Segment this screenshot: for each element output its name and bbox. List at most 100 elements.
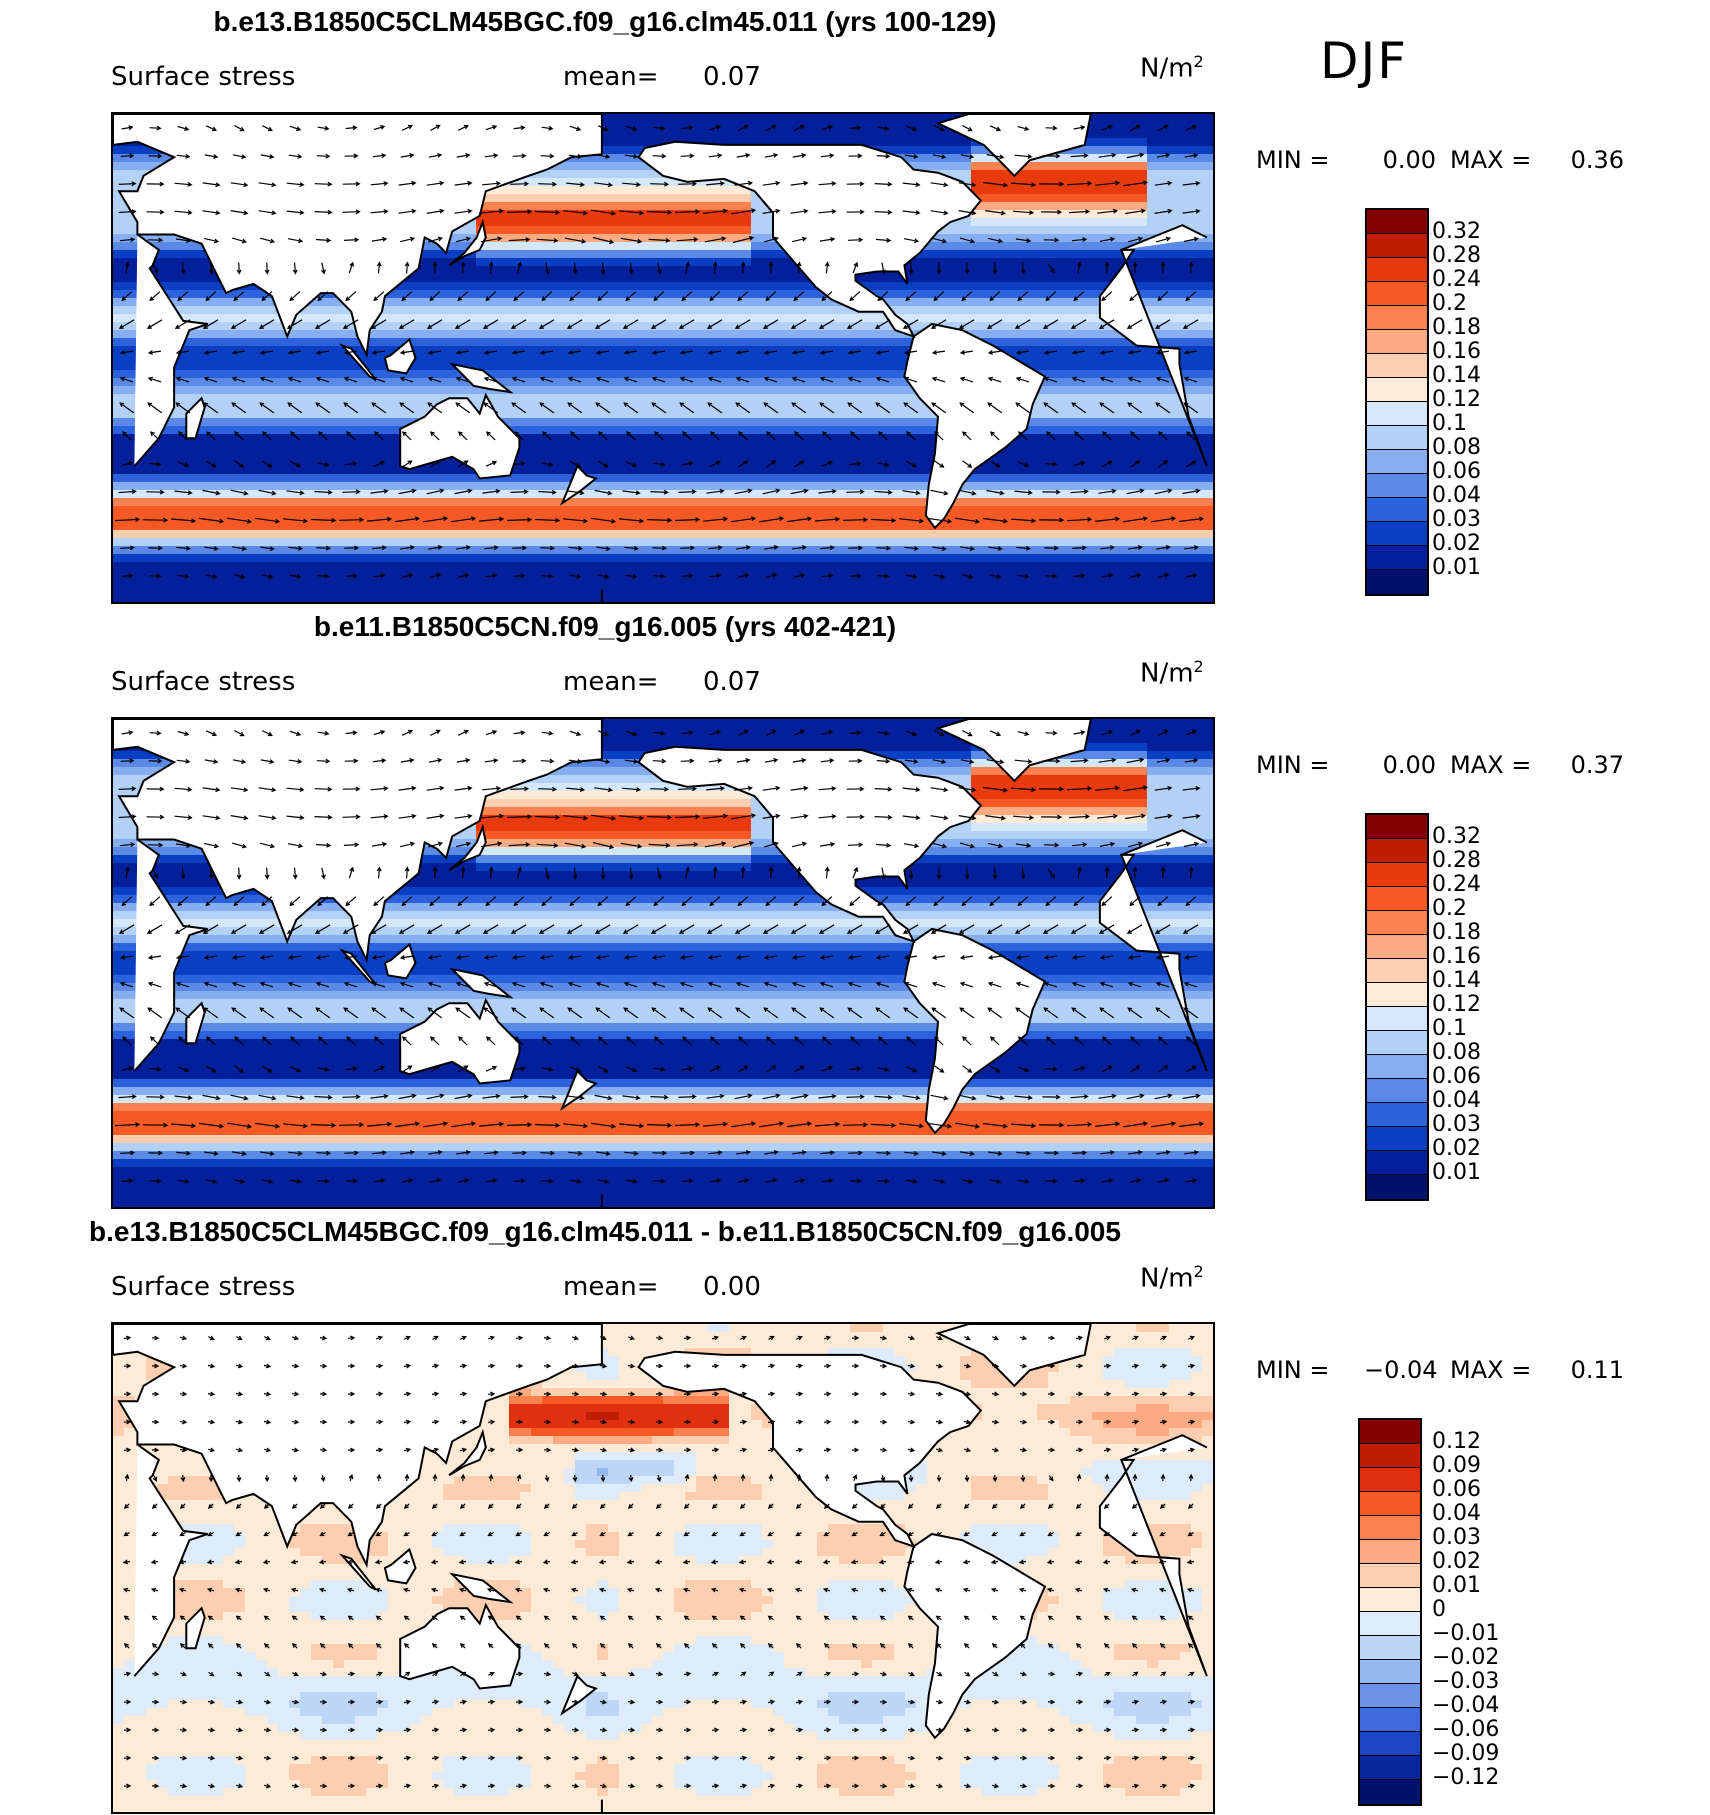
colorbar-swatch (1367, 1175, 1427, 1199)
colorbar-swatch (1360, 1708, 1420, 1732)
colorbar-tick-label: 0.06 (1432, 461, 1481, 483)
colorbar-swatch (1360, 1612, 1420, 1636)
colorbar-swatch (1367, 1103, 1427, 1127)
map-plot (111, 1322, 1215, 1814)
colorbar-tick-label: 0.04 (1432, 1503, 1481, 1525)
min-max-readout: MIN = −0.04 MAX = 0.11 (1256, 1356, 1624, 1384)
colorbar (1365, 813, 1429, 1201)
colorbar-swatch (1367, 863, 1427, 887)
min-label: MIN = (1256, 751, 1364, 779)
colorbar-swatch (1367, 234, 1427, 258)
wind-stress-vectors (122, 1335, 1196, 1789)
colorbar-swatch (1367, 450, 1427, 474)
units-label: N/m2 (1140, 1262, 1204, 1294)
mean-value: 0.07 (703, 62, 761, 92)
colorbar-tick-label: 0.03 (1432, 1527, 1481, 1549)
colorbar-tick-label: 0.06 (1432, 1479, 1481, 1501)
colorbar-swatch (1367, 546, 1427, 570)
panel-difference: b.e13.B1850C5CLM45BGC.f09_g16.clm45.011 … (0, 1210, 1710, 1815)
colorbar-swatch (1367, 282, 1427, 306)
panel-model-cn: b.e11.B1850C5CN.f09_g16.005 (yrs 402-421… (0, 605, 1710, 1210)
colorbar-swatch (1360, 1420, 1420, 1444)
colorbar-swatch (1367, 1031, 1427, 1055)
field-shading (113, 1324, 1213, 1812)
colorbar-swatch (1360, 1780, 1420, 1804)
colorbar-tick-label: 0.01 (1432, 1575, 1481, 1597)
colorbar-swatch (1367, 983, 1427, 1007)
colorbar-tick-label: 0.16 (1432, 946, 1481, 968)
colorbar-tick-label: 0.14 (1432, 365, 1481, 387)
mean-label: mean= (563, 1272, 659, 1302)
map-canvas (113, 719, 1213, 1207)
colorbar-swatch (1367, 210, 1427, 234)
mean-value: 0.00 (703, 1272, 761, 1302)
colorbar-tick-label: 0.01 (1432, 557, 1481, 579)
colorbar-swatch (1360, 1636, 1420, 1660)
colorbar-swatch (1360, 1444, 1420, 1468)
colorbar-swatch (1360, 1660, 1420, 1684)
colorbar-swatch (1367, 911, 1427, 935)
colorbar-tick-label: 0.03 (1432, 1114, 1481, 1136)
colorbar-swatch (1367, 306, 1427, 330)
colorbar (1358, 1418, 1422, 1806)
units-label: N/m2 (1140, 657, 1204, 689)
max-value: 0.37 (1550, 751, 1624, 779)
colorbar-swatch (1367, 1055, 1427, 1079)
colorbar-swatch (1367, 498, 1427, 522)
colorbar-tick-label: 0.32 (1432, 221, 1481, 243)
colorbar-tick-label: 0.2 (1432, 293, 1467, 315)
mean-label: mean= (563, 667, 659, 697)
colorbar-swatch (1360, 1756, 1420, 1780)
max-label: MAX = (1436, 1356, 1550, 1384)
mean-value: 0.07 (703, 667, 761, 697)
colorbar-tick-label: 0.12 (1432, 389, 1481, 411)
min-label: MIN = (1256, 146, 1364, 174)
colorbar-tick-label: 0.02 (1432, 1551, 1481, 1573)
colorbar-swatch (1360, 1516, 1420, 1540)
colorbar-tick-label: 0.04 (1432, 1090, 1481, 1112)
colorbar-tick-label: 0.2 (1432, 898, 1467, 920)
min-value: 0.00 (1364, 751, 1436, 779)
colorbar-swatch (1360, 1564, 1420, 1588)
colorbar-tick-label: −0.12 (1432, 1767, 1499, 1789)
colorbar-tick-label: 0.1 (1432, 413, 1467, 435)
colorbar-tick-label: 0.18 (1432, 922, 1481, 944)
colorbar-swatch (1367, 426, 1427, 450)
mean-label: mean= (563, 62, 659, 92)
colorbar-swatch (1367, 402, 1427, 426)
panel-title: b.e13.B1850C5CLM45BGC.f09_g16.clm45.011 … (0, 6, 1210, 38)
colorbar-tick-label: 0.24 (1432, 269, 1481, 291)
units-text: N/m (1140, 1264, 1194, 1294)
colorbar-tick-label: 0.01 (1432, 1162, 1481, 1184)
colorbar-swatch (1367, 1079, 1427, 1103)
colorbar-tick-label: 0.28 (1432, 850, 1481, 872)
min-value: −0.04 (1364, 1356, 1438, 1384)
max-label: MAX = (1436, 146, 1550, 174)
colorbar-swatch (1367, 959, 1427, 983)
colorbar-tick-label: 0.18 (1432, 317, 1481, 339)
colorbar-swatch (1367, 570, 1427, 594)
colorbar-tick-label: 0.06 (1432, 1066, 1481, 1088)
variable-label: Surface stress (111, 62, 295, 92)
colorbar-swatch (1360, 1492, 1420, 1516)
colorbar-tick-label: 0.1 (1432, 1018, 1467, 1040)
colorbar-tick-label: 0.08 (1432, 1042, 1481, 1064)
map-canvas (113, 114, 1213, 602)
colorbar-swatch (1360, 1468, 1420, 1492)
colorbar-tick-label: 0.12 (1432, 994, 1481, 1016)
map-canvas (113, 1324, 1213, 1812)
colorbar-tick-label: 0.24 (1432, 874, 1481, 896)
variable-label: Surface stress (111, 1272, 295, 1302)
colorbar-swatch (1367, 378, 1427, 402)
colorbar-swatch (1367, 522, 1427, 546)
colorbar-tick-label: 0.09 (1432, 1455, 1481, 1477)
colorbar-swatch (1367, 474, 1427, 498)
colorbar-tick-label: 0.14 (1432, 970, 1481, 992)
units-exponent: 2 (1194, 657, 1204, 676)
colorbar-swatch (1367, 839, 1427, 863)
colorbar-swatch (1367, 330, 1427, 354)
colorbar-tick-label: −0.09 (1432, 1743, 1499, 1765)
colorbar-swatch (1367, 1127, 1427, 1151)
colorbar-tick-label: 0.02 (1432, 533, 1481, 555)
colorbar-swatch (1360, 1588, 1420, 1612)
